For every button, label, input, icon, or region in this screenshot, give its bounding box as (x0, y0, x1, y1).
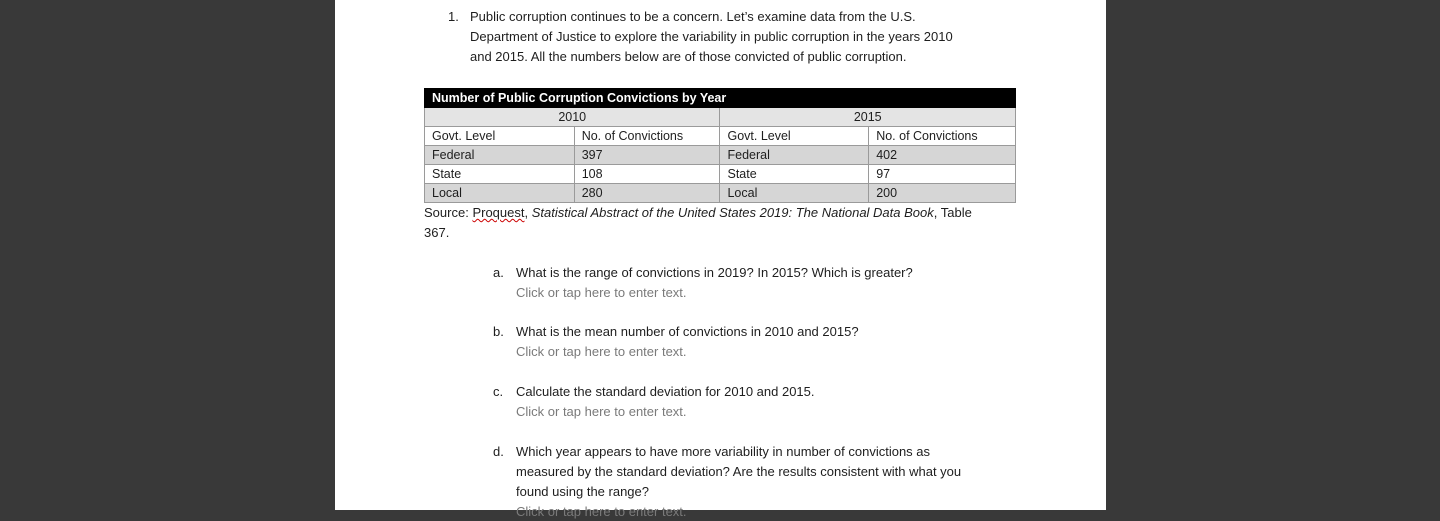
header-cell: No. of Convictions (573, 126, 721, 146)
table-row: State 108 State 97 (424, 164, 1016, 184)
cell: Local (424, 183, 575, 203)
text-placeholder[interactable]: Click or tap here to enter text. (516, 285, 687, 300)
cell: Federal (424, 145, 575, 165)
table-title-row: Number of Public Corruption Convictions … (424, 88, 1016, 108)
cell: State (719, 164, 870, 184)
cell: 280 (573, 183, 721, 203)
intro-line: Public corruption continues to be a conc… (470, 9, 916, 24)
cell: 97 (868, 164, 1016, 184)
intro-line: Department of Justice to explore the var… (470, 29, 953, 44)
table-title: Number of Public Corruption Convictions … (424, 88, 1016, 108)
question-letter: c. (493, 384, 504, 399)
header-cell: No. of Convictions (868, 126, 1016, 146)
question-text: Which year appears to have more variabil… (516, 444, 931, 459)
document-page: 1. Public corruption continues to be a c… (335, 0, 1106, 519)
year: 2015 (719, 107, 1016, 127)
source-suffix: , Table (933, 205, 972, 220)
table-row: Local 280 Local 200 (424, 183, 1016, 203)
cell: 402 (868, 145, 1016, 165)
question-text: found using the range? (516, 484, 649, 499)
question-text: What is the range of convictions in 2019… (516, 265, 913, 280)
question-letter: d. (493, 444, 504, 459)
cell: State (424, 164, 575, 184)
question-text: Calculate the standard deviation for 201… (516, 384, 815, 399)
cell: 108 (573, 164, 721, 184)
question-text: measured by the standard deviation? Are … (516, 464, 962, 479)
cell: 397 (573, 145, 721, 165)
cell: Local (719, 183, 870, 203)
year-row: 2010 2015 (423, 107, 1016, 127)
table-row: Federal 397 Federal 402 (424, 145, 1016, 165)
cell: 200 (868, 183, 1016, 203)
source-suffix: 367. (424, 225, 450, 240)
year: 2010 (423, 107, 721, 127)
source-line: Source: Proquest, Statistical Abstract o… (424, 204, 972, 222)
source-publisher: Proquest (472, 205, 525, 220)
intro-line: and 2015. All the numbers below are of t… (470, 49, 907, 64)
question-letter: a. (493, 265, 504, 280)
header-row: Govt. Level No. of Convictions Govt. Level… (424, 126, 1016, 146)
text-placeholder[interactable]: Click or tap here to enter text. (516, 504, 687, 519)
header-cell: Govt. Level (424, 126, 575, 146)
list-number: 1. (448, 9, 459, 24)
source-label: Source: (424, 205, 469, 220)
text-placeholder[interactable]: Click or tap here to enter text. (516, 344, 687, 359)
question-letter: b. (493, 324, 504, 339)
screen: 1. Public corruption continues to be a c… (335, 0, 1106, 519)
cell: Federal (719, 145, 870, 165)
header-cell: Govt. Level (719, 126, 870, 146)
data-table: Number of Public Corruption Convictions … (423, 88, 1016, 203)
source-comma: , (524, 205, 529, 220)
question-text: What is the mean number of convictions i… (516, 324, 859, 339)
source-title: Statistical Abstract of the United State… (531, 205, 934, 220)
text-placeholder[interactable]: Click or tap here to enter text. (516, 404, 687, 419)
